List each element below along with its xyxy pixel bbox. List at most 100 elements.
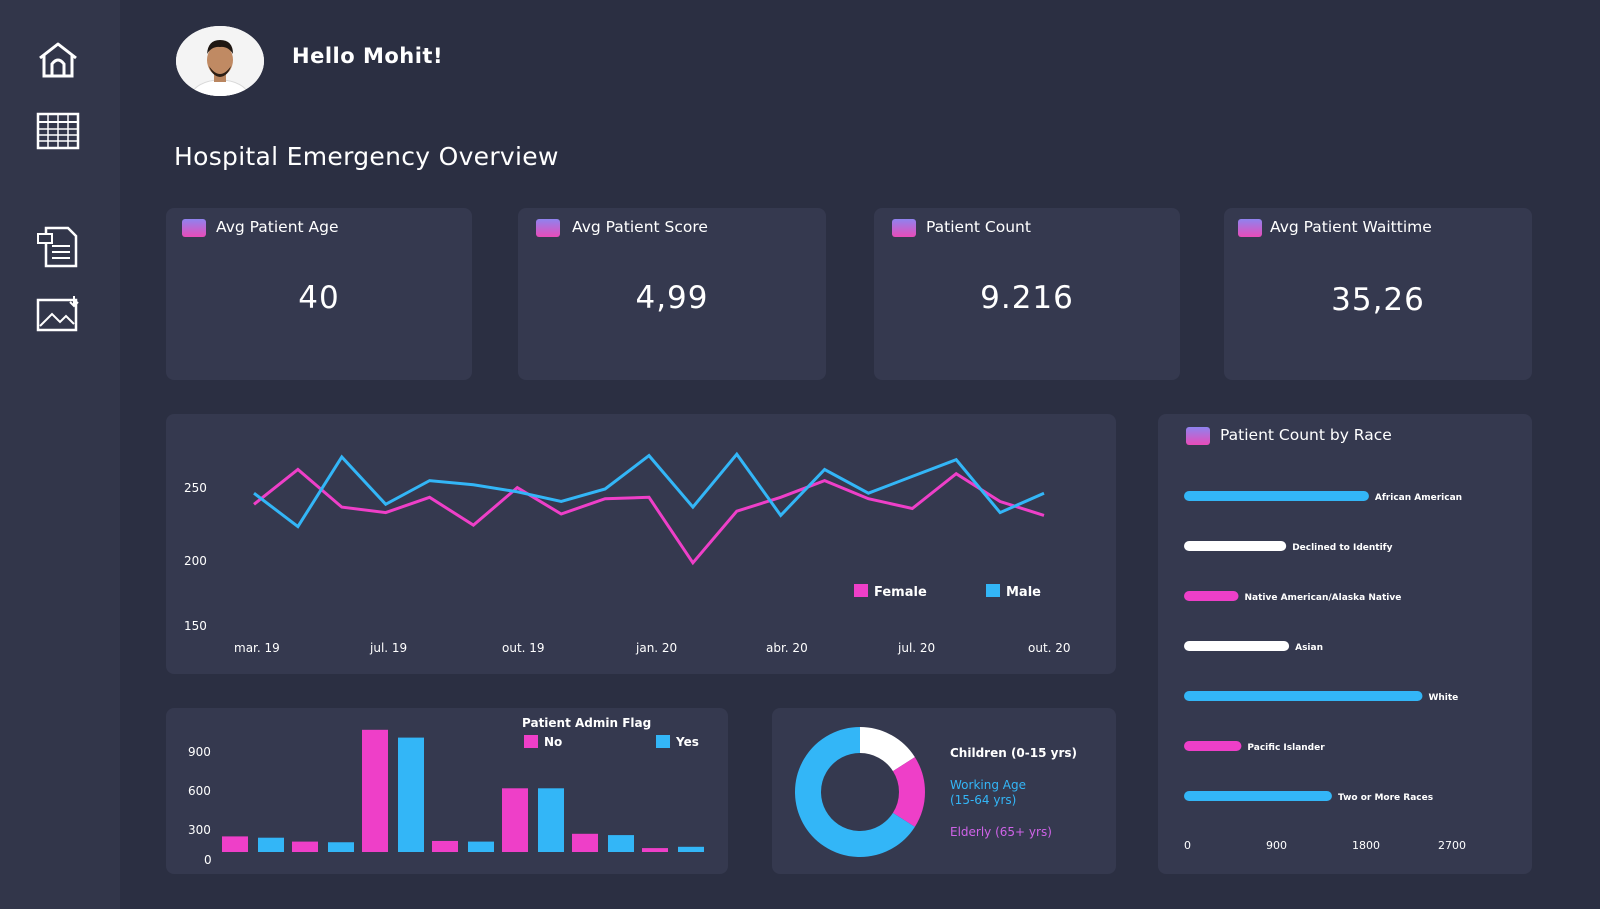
kpi-value: 9.216 [980,280,1074,316]
kpi-value: 35,26 [1331,282,1425,318]
x-tick-label: 2700 [1438,839,1466,852]
legend-no-label: No [544,735,562,749]
male-series-line [253,451,1045,529]
x-tick-label: mar. 19 [234,641,280,655]
age-group-donut-card: Children (0-15 yrs) Working Age (15-64 y… [772,708,1116,874]
race-bar-5 [1184,741,1242,751]
x-tick-label: 900 [1266,839,1287,852]
bar-no-5 [572,833,598,852]
avatar[interactable] [176,26,264,96]
age-group-donut-chart: Children (0-15 yrs) Working Age (15-64 y… [795,727,1077,857]
bar-yes-1 [328,842,354,852]
bar-no-1 [292,841,318,852]
kpi-swatch [182,219,206,237]
legend-yes-label: Yes [675,735,699,749]
race-bar-0 [1184,491,1369,501]
race-bar-label: Native American/Alaska Native [1245,593,1402,603]
bar-no-0 [222,836,248,852]
bar-yes-5 [608,835,634,852]
kpi-label: Avg Patient Score [572,218,708,236]
x-tick-label: abr. 20 [766,641,808,655]
kpi-label: Avg Patient Waittime [1270,218,1432,236]
kpi-swatch [536,219,560,237]
y-tick-label: 200 [184,554,207,568]
bar-chart-title: Patient Admin Flag [522,716,651,730]
race-bar-label: Pacific Islander [1247,743,1325,753]
sidebar [0,0,120,909]
document-icon[interactable] [34,224,82,268]
legend-children-label: Children (0-15 yrs) [950,746,1077,760]
legend-male-label: Male [1006,585,1041,600]
x-tick-label: out. 19 [502,641,545,655]
bar-no-4 [502,788,528,852]
kpi-card-avg-patient-waittime: Avg Patient Waittime 35,26 [1224,208,1532,380]
x-tick-label: jul. 20 [897,641,935,655]
kpi-label: Patient Count [926,218,1031,236]
legend-male-swatch [986,584,1000,597]
bar-yes-3 [468,841,494,852]
y-tick-label: 600 [188,784,211,798]
female-series-line [253,467,1045,566]
race-bar-label: Two or More Races [1338,793,1433,803]
page-title: Hospital Emergency Overview [174,142,559,171]
bar-no-6 [642,848,668,852]
bar-yes-2 [398,737,424,852]
bar-yes-6 [678,846,704,852]
bar-no-3 [432,840,458,852]
y-tick-label: 150 [184,619,207,633]
y-tick-label: 900 [188,745,211,759]
race-bar-label: Asian [1295,643,1323,653]
legend-working-age-label: Working Age [950,778,1026,792]
kpi-card-avg-patient-score: Avg Patient Score 4,99 [518,208,826,380]
x-tick-label: 0 [1184,839,1191,852]
bar-yes-4 [538,788,564,852]
kpi-swatch [892,219,916,237]
y-tick-label: 0 [204,853,212,867]
legend-female-label: Female [874,585,927,600]
race-bar-label: Declined to Identify [1292,543,1392,553]
race-bar-3 [1184,641,1290,651]
kpi-swatch [1238,219,1262,237]
donut-slice-0 [859,727,915,772]
image-download-icon[interactable] [34,294,82,338]
y-tick-label: 300 [188,823,211,837]
patient-count-by-race-chart: African American Declined to Identify Nati… [1184,491,1466,852]
kpi-card-patient-count: Patient Count 9.216 [874,208,1180,380]
legend-no-swatch [524,735,538,748]
home-icon[interactable] [34,38,82,82]
greeting: Hello Mohit! [292,44,444,68]
line-chart-card: 250 200 150 mar. 19 jul. 19 out. 19 jan.… [166,414,1116,674]
kpi-swatch [1186,427,1210,445]
bar-yes-0 [258,837,284,852]
kpi-card-avg-patient-age: Avg Patient Age 40 [166,208,472,380]
x-tick-label: jul. 19 [369,641,407,655]
bar-no-2 [362,729,388,852]
race-bar-label: African American [1375,493,1462,503]
donut-slice-1 [892,757,925,827]
legend-elderly-label: Elderly (65+ yrs) [950,825,1052,839]
legend-female-swatch [854,584,868,597]
race-chart-title: Patient Count by Race [1220,426,1392,444]
race-bar-6 [1184,791,1332,801]
x-tick-label: 1800 [1352,839,1380,852]
race-bar-label: White [1428,693,1458,703]
y-tick-label: 250 [184,481,207,495]
user-avatar-icon [176,26,264,96]
x-tick-label: jan. 20 [635,641,677,655]
legend-working-age-range: (15-64 yrs) [950,793,1016,807]
kpi-value: 4,99 [635,280,709,316]
patient-admin-flag-bar-chart: Patient Admin Flag No Yes 900 600 300 0 [188,716,704,867]
kpi-value: 40 [298,280,340,316]
admin-flag-bar-chart-card: Patient Admin Flag No Yes 900 600 300 0 [166,708,728,874]
x-tick-label: out. 20 [1028,641,1071,655]
race-bar-4 [1184,691,1423,701]
patient-count-line-chart: 250 200 150 mar. 19 jul. 19 out. 19 jan.… [184,451,1071,655]
race-bar-2 [1184,591,1239,601]
race-bar-1 [1184,541,1287,551]
legend-yes-swatch [656,735,670,748]
donut-slice-2 [795,727,915,857]
race-bar-chart-card: Patient Count by Race African American De… [1158,414,1532,874]
table-grid-icon[interactable] [34,110,82,154]
kpi-label: Avg Patient Age [216,218,339,236]
main-content: Hello Mohit! Hospital Emergency Overview… [120,0,1600,909]
